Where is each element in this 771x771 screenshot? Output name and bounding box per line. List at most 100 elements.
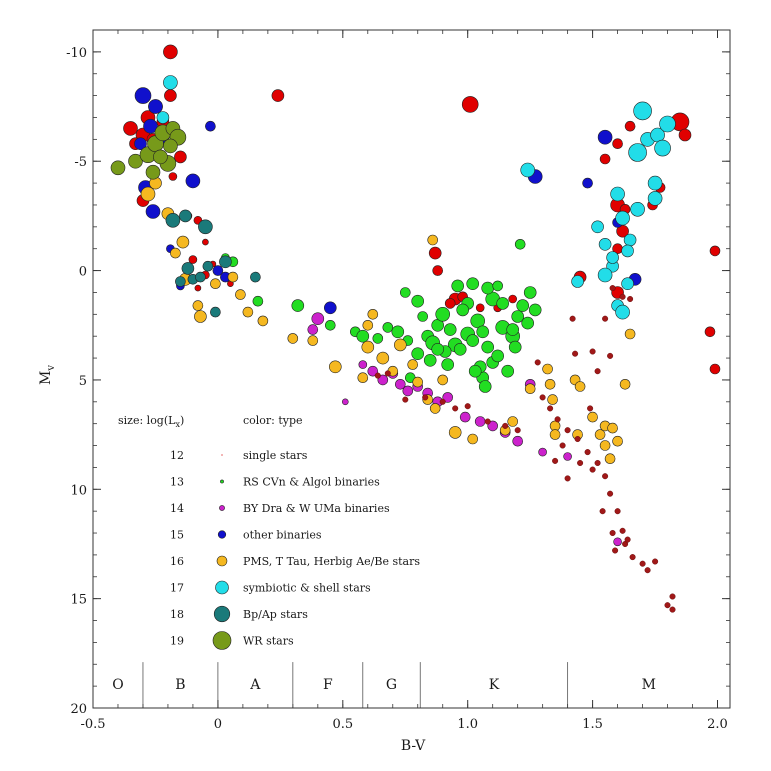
giant-branch-dot-18 [669,593,676,600]
giant-branch-dot-31 [484,418,491,425]
legend-size-16: 16 [170,555,184,568]
marker-pms-t-tau-herbig-ae-be-stars-40 [574,381,586,392]
marker-wr-stars-10 [145,164,161,180]
marker-other-binaries-7 [185,173,201,189]
marker-other-binaries-6 [145,204,161,219]
marker-rs-cvn-algol-binaries-50 [521,316,535,330]
giant-branch-dot-27 [559,442,566,449]
giant-branch-dot-44 [569,315,576,322]
marker-by-dra-w-uma-binaries-19 [613,537,622,547]
legend-size-13: 13 [170,476,184,489]
giant-branch-dot-11 [619,527,626,534]
marker-other-binaries-12 [597,129,613,145]
legend-label-14: BY Dra & W UMa binaries [243,502,390,515]
legend-size-title-end: ) [180,414,184,427]
marker-pms-t-tau-herbig-ae-be-stars-24 [412,376,424,388]
y-axis-title-subscript: v [46,365,57,372]
marker-pms-t-tau-herbig-ae-be-stars-44 [599,440,611,451]
giant-branch-dot-25 [624,536,631,543]
marker-pms-t-tau-herbig-ae-be-stars-34 [542,363,553,375]
marker-rs-cvn-algol-binaries-2 [252,295,264,307]
spectral-class-M: M [642,677,656,693]
marker-single-stars-16 [612,138,623,149]
marker-pms-t-tau-herbig-ae-be-stars-3 [176,235,190,249]
marker-pms-t-tau-herbig-ae-be-stars-50 [624,328,636,340]
marker-symbiotic-shell-stars-7 [615,210,630,226]
marker-rs-cvn-algol-binaries-11 [399,287,411,298]
marker-single-stars-26 [709,245,721,257]
spectral-class-B: B [175,677,185,693]
legend-label-18: Bp/Ap stars [243,608,308,621]
legend-swatch-13 [220,479,224,484]
legend-label-15: other binaries [243,529,322,542]
x-tick-label-1: 0 [214,717,222,732]
legend-size-title: size: log(Lx) [118,414,184,429]
y-tick-label-2: 0 [79,265,87,280]
giant-branch-dot-7 [594,460,601,467]
marker-single-stars-1 [164,89,177,102]
marker-single-stars-32 [444,298,456,309]
giant-branch-dot-2 [547,405,554,412]
marker-single-stars-34 [475,303,485,313]
marker-rs-cvn-algol-binaries-45 [466,277,480,291]
marker-wr-stars-1 [128,153,143,169]
legend-size-title-sub: x [175,420,180,429]
y-axis: -10 -5 0 5 10 15 20 [66,46,730,717]
giant-branch-dot-35 [422,394,429,401]
giant-branch-dot-17 [664,602,671,609]
marker-pms-t-tau-herbig-ae-be-stars-14 [307,335,319,346]
y-axis-title-main: M [38,371,54,385]
marker-other-binaries-2 [143,118,158,134]
marker-pms-t-tau-herbig-ae-be-stars-0 [140,186,156,202]
marker-rs-cvn-algol-binaries-43 [411,347,425,361]
marker-symbiotic-shell-stars-1 [156,111,170,124]
marker-bp-ap-stars-9 [250,271,261,283]
giant-branch-dot-24 [612,547,619,554]
legend: size: log(Lx) color: type 12 single stars 13… [118,414,420,650]
giant-branch-dot-20 [577,460,584,467]
marker-bp-ap-stars-8 [219,255,232,269]
svg-text:Mv: Mv [38,365,57,385]
giant-branch-dot-1 [539,394,546,401]
marker-other-binaries-8 [205,120,216,132]
giant-branch-dot-37 [384,370,391,377]
marker-by-dra-w-uma-binaries-5 [394,378,406,390]
x-tick-label-0: -0.5 [80,717,105,732]
marker-pms-t-tau-herbig-ae-be-stars-17 [362,319,374,331]
marker-rs-cvn-algol-binaries-24 [476,325,490,339]
marker-symbiotic-shell-stars-0 [163,75,178,90]
marker-pms-t-tau-herbig-ae-be-stars-20 [376,351,390,365]
legend-swatch-15 [217,530,227,539]
giant-branch-dot-32 [464,403,471,410]
marker-rs-cvn-algol-binaries-6 [356,329,370,343]
marker-rs-cvn-algol-binaries-13 [417,311,429,322]
giant-branch-dot-21 [589,466,596,473]
y-axis-title: Mv [38,365,57,385]
marker-bp-ap-stars-1 [179,209,192,223]
giant-branch-dot-30 [502,422,509,429]
marker-pms-t-tau-herbig-ae-be-stars-12 [257,315,269,327]
marker-pms-t-tau-herbig-ae-be-stars-16 [357,372,369,384]
marker-by-dra-w-uma-binaries-20 [341,398,349,406]
marker-rs-cvn-algol-binaries-18 [443,323,457,336]
marker-single-stars-36 [508,294,518,304]
marker-bp-ap-stars-7 [202,260,214,272]
marker-single-stars-27 [704,326,716,338]
marker-single-stars-37 [168,172,178,181]
giant-branch-dot-41 [602,315,609,322]
marker-symbiotic-shell-stars-8 [623,233,637,247]
legend-swatch-19 [212,631,232,650]
marker-single-stars-28 [709,363,721,375]
giant-branch-dot-45 [607,352,614,359]
marker-rs-cvn-algol-binaries-4 [324,319,336,331]
marker-rs-cvn-algol-binaries-53 [431,342,445,356]
marker-rs-cvn-algol-binaries-12 [411,294,425,308]
marker-rs-cvn-algol-binaries-52 [441,358,455,371]
marker-symbiotic-shell-stars-9 [630,202,645,217]
giant-branch-dot-3 [554,416,561,423]
marker-pms-t-tau-herbig-ae-be-stars-33 [524,383,536,395]
giant-branch-dot-28 [552,457,559,464]
